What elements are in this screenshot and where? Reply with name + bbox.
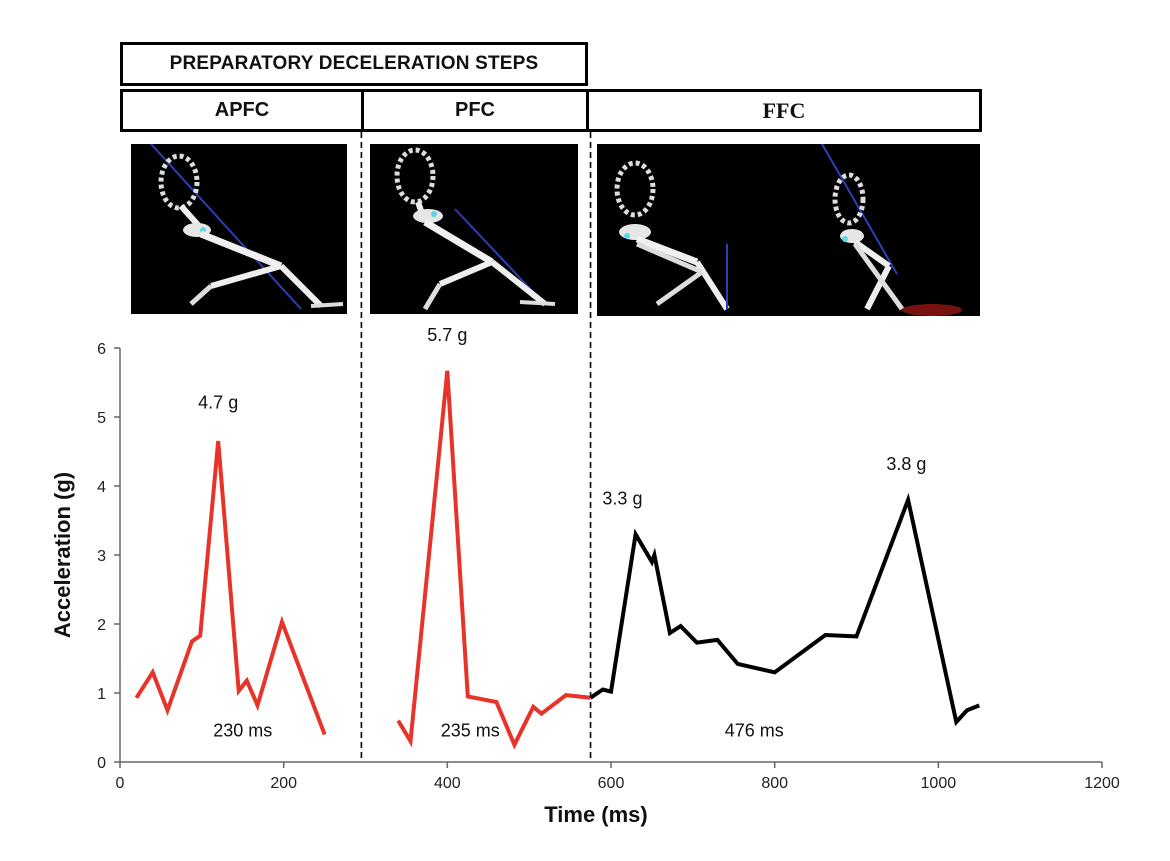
series-line-apfc <box>134 440 327 736</box>
skeleton-simulation-ffc <box>597 143 980 316</box>
x-axis-title: Time (ms) <box>544 802 648 827</box>
section-title: PREPARATORY DECELERATION STEPS <box>120 42 588 86</box>
y-tick-label: 3 <box>97 548 106 565</box>
annotation-label: 230 ms <box>213 720 272 740</box>
series-line-pfc <box>396 370 591 750</box>
x-tick-label: 1200 <box>1084 775 1120 792</box>
skeleton-figure-ffc <box>614 143 962 316</box>
phase-label-ffc: FFC <box>586 89 982 132</box>
y-axis-title: Acceleration (g) <box>50 472 75 638</box>
phase-label-apfc: APFC <box>120 89 364 132</box>
series-line-ffc <box>589 492 981 727</box>
annotation-label: 3.3 g <box>602 489 642 509</box>
y-tick-label: 1 <box>97 686 106 703</box>
annotation-label: 476 ms <box>725 720 784 740</box>
annotation-label: 4.7 g <box>198 393 238 413</box>
phase-label-pfc: PFC <box>361 89 589 132</box>
x-tick-label: 800 <box>761 775 788 792</box>
y-tick-label: 0 <box>97 755 106 772</box>
skeleton-figure-pfc <box>394 147 556 311</box>
annotation-label: 5.7 g <box>427 325 467 345</box>
x-tick-label: 0 <box>116 775 125 792</box>
skeleton-simulation-pfc <box>370 144 578 314</box>
annotation-label: 3.8 g <box>886 454 926 474</box>
x-tick-label: 600 <box>598 775 625 792</box>
x-tick-label: 400 <box>434 775 461 792</box>
y-tick-label: 2 <box>97 617 106 634</box>
x-tick-label: 1000 <box>921 775 957 792</box>
y-tick-label: 5 <box>97 410 106 427</box>
skeleton-figure-apfc <box>150 143 344 310</box>
y-tick-label: 4 <box>97 479 106 496</box>
annotation-label: 235 ms <box>441 720 500 740</box>
y-tick-label: 6 <box>97 341 106 358</box>
skeleton-simulation-apfc <box>131 143 347 314</box>
x-tick-label: 200 <box>270 775 297 792</box>
